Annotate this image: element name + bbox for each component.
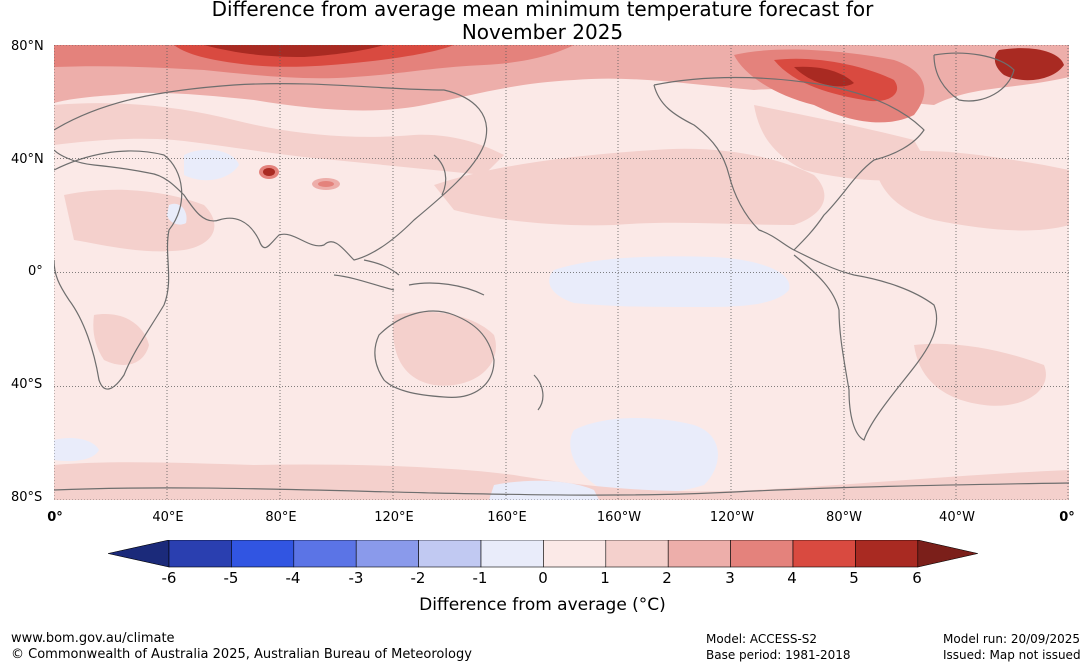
lon-label-160w: 160°W (596, 510, 642, 525)
colorbar-segment (293, 540, 357, 568)
china-hot (318, 181, 334, 187)
colorbar-tick-minus2: -2 (410, 569, 426, 587)
south-atlantic-warm (914, 343, 1046, 406)
colorbar-segment (730, 540, 794, 568)
lon-label-0-left: 0° (47, 510, 63, 525)
colorbar-segment (355, 540, 419, 568)
footer-model: Model: ACCESS-S2 (706, 632, 818, 646)
colorbar-tick-minus4: -4 (285, 569, 301, 587)
lat-label-80s: 80°S (11, 490, 43, 505)
footer-url[interactable]: www.bom.gov.au/climate (11, 631, 175, 646)
footer-copyright: © Commonwealth of Australia 2025, Austra… (11, 647, 472, 662)
footer-model-run: Model run: 20/09/2025 (943, 632, 1081, 646)
canada-core (794, 66, 854, 87)
colorbar-title: Difference from average (°C) (419, 595, 666, 615)
colorbar-segment (168, 540, 232, 568)
colorbar-tick-2: 2 (662, 569, 672, 587)
tibet-cool (184, 149, 239, 181)
arctic-siberia-hot (204, 45, 384, 57)
colorbar-segment (480, 540, 544, 568)
nh-namerica-band (754, 105, 934, 181)
forecast-map (54, 45, 1069, 500)
colorbar-segment (605, 540, 669, 568)
colorbar-segment (231, 540, 295, 568)
lat-label-40n: 40°N (11, 152, 44, 167)
colorbar-segment (418, 540, 482, 568)
colorbar-tick-3: 3 (725, 569, 735, 587)
colorbar-segment (667, 540, 731, 568)
colorbar (108, 540, 978, 568)
lat-label-80n: 80°N (11, 39, 44, 54)
lon-label-40w: 40°W (939, 510, 975, 525)
colorbar-segment (543, 540, 607, 568)
colorbar-tick-minus5: -5 (223, 569, 239, 587)
lon-label-40e: 40°E (152, 510, 184, 525)
australia-warm (393, 311, 496, 386)
lon-label-120e: 120°E (374, 510, 414, 525)
lon-label-160e: 160°E (487, 510, 527, 525)
lon-label-80w: 80°W (826, 510, 862, 525)
himalaya-hot (263, 168, 275, 176)
colorbar-over-arrow (917, 540, 978, 568)
lon-label-80e: 80°E (265, 510, 297, 525)
colorbar-tick-minus1: -1 (472, 569, 488, 587)
arabia-cool (167, 203, 187, 225)
colorbar-segment (792, 540, 856, 568)
colorbar-tick-5: 5 (849, 569, 859, 587)
footer-issued: Issued: Map not issued (943, 648, 1081, 662)
colorbar-under-arrow (108, 540, 170, 568)
colorbar-tick-4: 4 (787, 569, 797, 587)
colorbar-tick-minus3: -3 (348, 569, 364, 587)
greenland-hot (994, 48, 1064, 81)
colorbar-segment (855, 540, 919, 568)
colorbar-tick-minus6: -6 (161, 569, 177, 587)
southern-pacific-cool (570, 418, 718, 494)
footer-base-period: Base period: 1981-2018 (706, 648, 851, 662)
lat-label-0: 0° (28, 264, 43, 279)
colorbar-tick-1: 1 (600, 569, 610, 587)
southern-ocean-cool (54, 438, 99, 462)
graticule (54, 45, 1069, 500)
lon-label-0-right: 0° (1059, 510, 1075, 525)
chart-title-line-2: November 2025 (461, 20, 624, 44)
lon-label-120w: 120°W (709, 510, 755, 525)
nh-eurasia-band (54, 103, 504, 175)
colorbar-tick-6: 6 (912, 569, 922, 587)
chart-title-line-1: Difference from average mean minimum tem… (211, 0, 874, 21)
coastlines (54, 52, 1069, 496)
equatorial-pacific-cool (549, 256, 790, 307)
colorbar-tick-0: 0 (538, 569, 548, 587)
lat-label-40s: 40°S (11, 377, 43, 392)
antarctic-band (54, 462, 1069, 500)
